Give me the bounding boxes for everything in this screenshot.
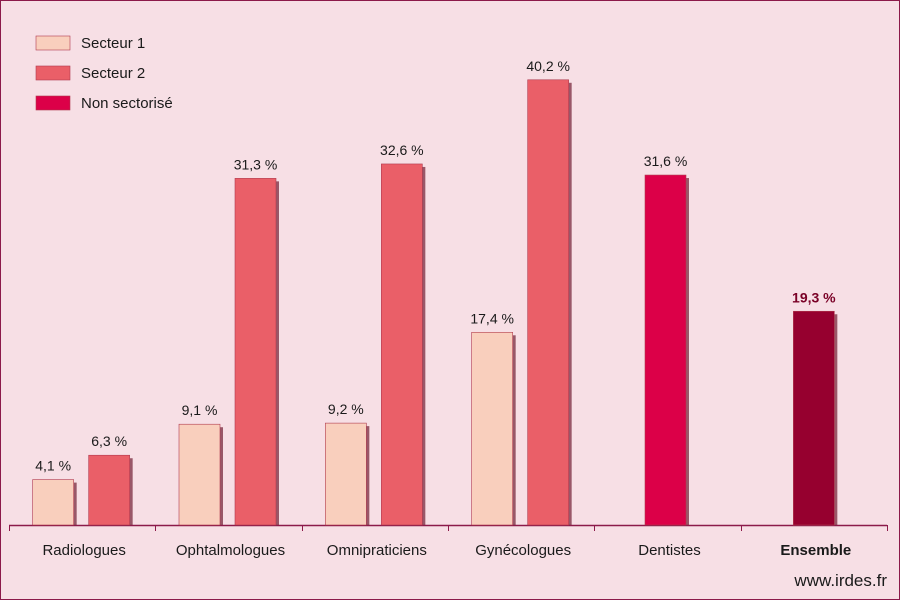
bar-secteur-2-omnipraticiens (381, 163, 423, 526)
x-tick-label-gynecologues: Gynécologues (475, 542, 571, 559)
legend-label-secteur-1: Secteur 1 (81, 35, 145, 52)
bar-ensemble-label: 19,3 % (792, 289, 836, 305)
bar-secteur-1-omnipraticiens-label: 9,2 % (328, 401, 364, 417)
legend-label-secteur-2: Secteur 2 (81, 65, 145, 82)
x-tick-label-ophtalmologues: Ophtalmologues (176, 542, 285, 559)
bar-secteur-1-gynecologues (471, 331, 513, 526)
bar-secteur-1-ophtalmologues-label: 9,1 % (182, 402, 218, 418)
bar-secteur-2-ophtalmologues (234, 178, 277, 526)
x-tick-label-dentistes: Dentistes (638, 542, 701, 559)
bar-secteur-2-radiologues-label: 6,3 % (91, 433, 127, 449)
legend-label-non-sectorise: Non sectorisé (81, 95, 173, 112)
bar-secteur-2-gynecologues (527, 79, 569, 526)
x-tick-label-radiologues: Radiologues (42, 542, 125, 559)
bar-non-sectorise-dentistes (644, 174, 687, 526)
bar-secteur-1-radiologues (32, 479, 74, 526)
legend-swatch-secteur-2 (35, 65, 71, 81)
legend-swatch-non-sectorise (35, 95, 71, 111)
bar-secteur-2-ophtalmologues-label: 31,3 % (234, 156, 278, 172)
bar-secteur-1-radiologues-label: 4,1 % (35, 458, 71, 474)
watermark: www.irdes.fr (794, 571, 887, 590)
bar-secteur-2-radiologues (88, 454, 130, 526)
bar-secteur-2-omnipraticiens-label: 32,6 % (380, 142, 424, 158)
bar-secteur-1-gynecologues-label: 17,4 % (470, 310, 514, 326)
legend-swatch-secteur-1 (35, 35, 71, 51)
bar-secteur-1-omnipraticiens (325, 422, 367, 526)
bar-secteur-1-ophtalmologues (178, 423, 221, 526)
bar-non-sectorise-dentistes-label: 31,6 % (644, 153, 688, 169)
x-tick-label-omnipraticiens: Omnipraticiens (327, 542, 427, 559)
bar-secteur-2-gynecologues-label: 40,2 % (526, 58, 570, 74)
x-tick-label-ensemble: Ensemble (780, 542, 851, 559)
bar-ensemble (793, 310, 835, 526)
